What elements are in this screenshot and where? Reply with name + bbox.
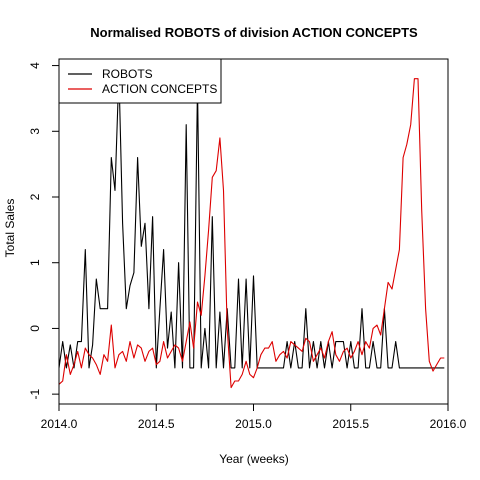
y-tick-label: 0 — [28, 325, 42, 332]
y-axis: -1 0 1 2 3 4 — [28, 62, 60, 399]
x-tick-label: 2014.5 — [138, 417, 175, 431]
series-line-robots — [58, 71, 445, 369]
x-axis-label: Year (weeks) — [219, 452, 289, 466]
y-tick-label: 1 — [28, 259, 42, 266]
y-tick-label: 3 — [28, 128, 42, 135]
series-layer — [58, 71, 445, 389]
chart-title: Normalised ROBOTS of division ACTION CON… — [90, 25, 418, 40]
series-line-action-concepts — [58, 78, 445, 389]
legend-label: ROBOTS — [102, 67, 153, 81]
x-tick-label: 2015.0 — [235, 417, 272, 431]
y-tick-label: -1 — [28, 388, 42, 399]
legend-box — [58, 58, 222, 104]
x-tick-label: 2016.0 — [430, 417, 467, 431]
x-axis: 2014.0 2014.5 2015.0 2015.5 2016.0 — [41, 403, 467, 431]
x-tick-label: 2015.5 — [332, 417, 369, 431]
legend-label: ACTION CONCEPTS — [102, 82, 217, 96]
y-tick-label: 2 — [28, 193, 42, 200]
y-axis-label: Total Sales — [3, 199, 17, 258]
y-tick-label: 4 — [28, 62, 42, 69]
x-tick-label: 2014.0 — [41, 417, 78, 431]
